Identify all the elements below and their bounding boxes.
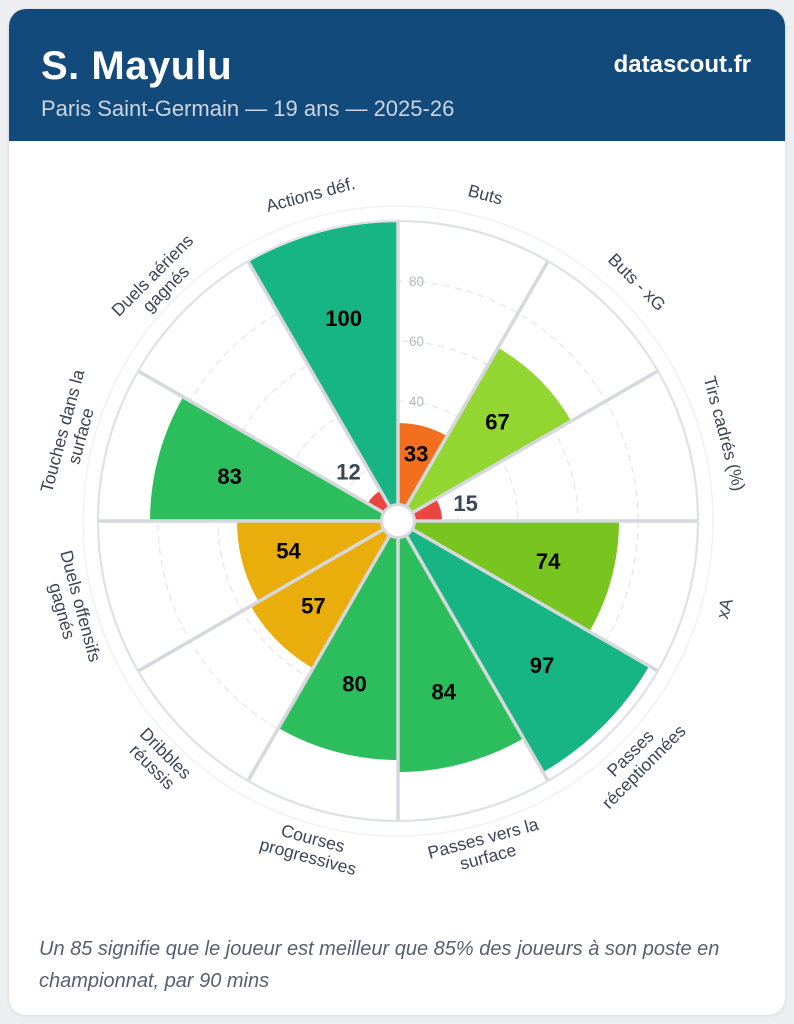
outer-faint-ring [82, 205, 714, 837]
separator-line [246, 520, 400, 782]
value-label-passes-receptionnees: 97 [530, 653, 554, 678]
separator-line [396, 520, 550, 782]
center-dot [380, 503, 416, 539]
pizza-chart: 204060803367157497848057548312100ButsBut… [36, 173, 750, 879]
value-label-touches-dans-la-surface: 83 [217, 464, 241, 489]
separator-line [137, 369, 399, 523]
category-label-buts-xg: Buts - xG [604, 249, 670, 315]
footnote: Un 85 signifie que le joueur est meilleu… [39, 938, 720, 992]
slice-xa [394, 520, 622, 634]
category-label-tirs-cadres: Tirs cadrés (%) [700, 374, 750, 493]
tick-label-40: 40 [409, 394, 424, 409]
value-label-courses-progressives: 80 [342, 671, 366, 696]
value-label-duels-aeriens-gagnes: 12 [336, 460, 360, 485]
category-label-duels-aeriens-gagnes: Duels aériensgagnés [107, 230, 210, 333]
tick-label-60: 60 [409, 334, 424, 349]
brand-watermark: datascout.fr [613, 51, 751, 78]
value-label-passes-vers-la-surface: 84 [431, 679, 456, 704]
player-name: S. Mayulu [41, 44, 233, 88]
separator-line [137, 519, 399, 673]
value-label-buts: 33 [404, 441, 428, 466]
slice-buts-xg [395, 345, 574, 524]
outer-ring [96, 219, 700, 823]
category-label-xa: xA [712, 596, 737, 621]
value-label-buts-xg: 67 [485, 410, 509, 435]
category-label-actions-def: Actions déf. [264, 173, 358, 216]
value-label-dribbles-reussis: 57 [301, 594, 325, 619]
slice-touches-dans-la-surface [147, 395, 402, 522]
value-label-xa: 74 [536, 549, 561, 574]
separator-line [246, 260, 400, 522]
separator-line [396, 260, 550, 522]
chart-section: 204060803367157497848057548312100ButsBut… [9, 141, 785, 887]
slice-courses-progressives [276, 517, 399, 763]
separator-line [397, 519, 659, 673]
separator-line [397, 369, 659, 523]
header: S. Mayulu Paris Saint-Germain — 19 ans —… [9, 9, 785, 141]
category-label-courses-progressives: Coursesprogressives [258, 816, 364, 879]
tick-label-80: 80 [409, 274, 424, 289]
category-label-buts: Buts [466, 180, 505, 208]
value-label-duels-offensifs-gagnes: 54 [276, 538, 301, 563]
player-card: S. Mayulu Paris Saint-Germain — 19 ans —… [8, 8, 786, 1016]
category-label-dribbles-reussis: Dribblesréussis [123, 724, 196, 797]
player-subtitle: Paris Saint-Germain — 19 ans — 2025-26 [41, 96, 455, 121]
slice-passes-receptionnees [395, 518, 652, 775]
value-label-actions-def: 100 [325, 306, 362, 331]
value-label-tirs-cadres: 15 [453, 491, 477, 516]
slice-passes-vers-la-surface [397, 517, 526, 775]
